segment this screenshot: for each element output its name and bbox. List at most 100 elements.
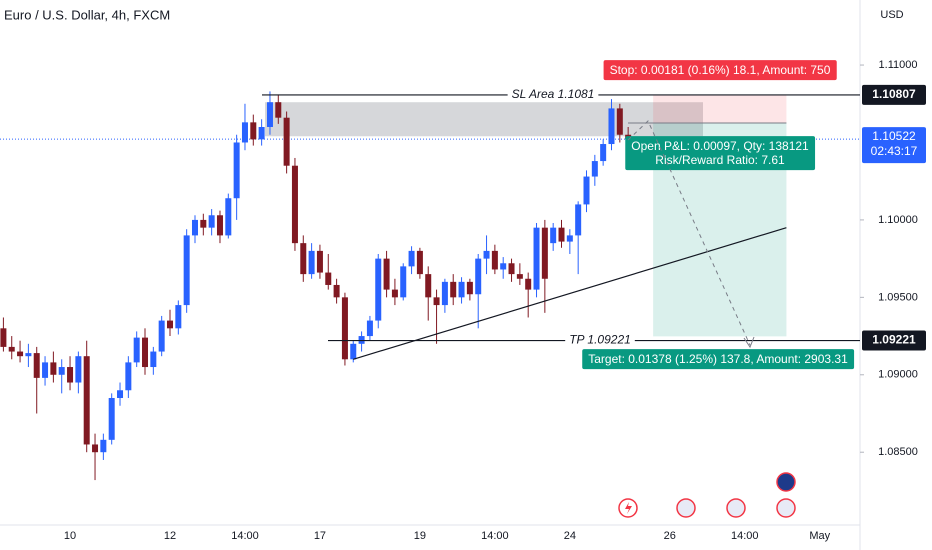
candle-body [608, 108, 615, 145]
candle-body [50, 362, 57, 375]
candle-body [250, 122, 257, 140]
x-tick-label: 26 [664, 530, 676, 542]
candle-body [241, 122, 248, 143]
candle-body [100, 439, 107, 453]
event-icon [726, 498, 746, 518]
currency-label: USD [880, 9, 903, 21]
chart-title: Euro / U.S. Dollar, 4h, FXCM [4, 7, 170, 22]
candle-body [208, 215, 215, 228]
candle-body [150, 351, 157, 368]
pnl-label: Risk/Reward Ratio: 7.61 [655, 153, 785, 167]
x-tick-label: 24 [564, 530, 576, 542]
candle-body [483, 250, 490, 259]
candle-body [541, 227, 548, 279]
candle-body [8, 346, 15, 352]
candle-body [258, 126, 265, 140]
price-tag [862, 84, 926, 105]
candle-body [450, 281, 457, 298]
candle-body [133, 337, 140, 363]
x-tick-label: 14:00 [731, 530, 759, 542]
candle-body [117, 390, 124, 399]
x-tick-label: 19 [414, 530, 426, 542]
y-tick-label: 1.09000 [878, 369, 918, 381]
candle-body [383, 258, 390, 290]
level-label: SL Area 1.1081 [512, 87, 595, 101]
annotations: SL Area 1.1081 TP 1.09221 Stop: 0.00181 (0… [262, 60, 860, 370]
candle-body [291, 165, 298, 244]
level-label-bg [507, 87, 599, 102]
candle-body [591, 161, 598, 177]
candle-body [158, 320, 165, 352]
candle-body [566, 235, 573, 242]
candle-body [58, 367, 65, 375]
candle-body [167, 320, 173, 329]
price-tag-label: 1.10807 [872, 87, 916, 101]
x-tick-label: 14:00 [481, 530, 509, 542]
x-tick-label: 17 [314, 530, 326, 542]
candle-body [391, 289, 398, 298]
candle-body [500, 263, 507, 270]
x-tick-label: 14:00 [231, 530, 259, 542]
projection-path [627, 120, 751, 346]
target-label-bg [582, 349, 855, 370]
stop-label-bg [603, 60, 837, 81]
event-icon [625, 502, 632, 514]
candle-body [175, 305, 182, 329]
candle-body [25, 353, 32, 357]
candle-body [275, 102, 282, 118]
candle-body [17, 351, 24, 357]
candle-body [508, 263, 515, 275]
price-tag-label: 1.09221 [872, 333, 916, 347]
level-label: TP 1.09221 [569, 333, 631, 347]
candle-body [358, 336, 365, 344]
candle-body [191, 219, 198, 236]
last-price-label: 1.10522 [872, 129, 916, 143]
candle-body [75, 356, 82, 383]
target-label: Target: 0.01378 (1.25%) 137.8, Amount: 2… [588, 352, 848, 366]
candle-body [83, 356, 90, 445]
x-tick-label: 10 [64, 530, 76, 542]
level-label-bg [565, 332, 635, 347]
trendline [353, 227, 787, 360]
pnl-label: Open P&L: 0.00097, Qty: 138121 [631, 139, 809, 153]
candle-body [416, 250, 423, 275]
candle-body [433, 297, 440, 306]
candle-body [283, 117, 290, 166]
candle-body [575, 204, 582, 236]
candle-body [42, 362, 49, 378]
candle-body [225, 198, 232, 236]
last-price-tag [862, 127, 926, 164]
candle-body [466, 281, 473, 295]
candle-body [200, 219, 207, 228]
candle-body [108, 398, 115, 440]
x-tick-label: 12 [164, 530, 176, 542]
y-tick-label: 1.10000 [878, 214, 918, 226]
candle-body [92, 444, 99, 453]
event-icon [776, 472, 796, 492]
candle-body [366, 320, 373, 337]
candle-body [400, 266, 407, 298]
price-tag [862, 330, 926, 351]
sl-zone [265, 102, 703, 137]
candle-body [325, 272, 332, 285]
candle-body [33, 353, 40, 378]
candle-body [616, 108, 623, 135]
candle-body [216, 215, 223, 236]
candle-body [350, 343, 357, 360]
event-icon [676, 498, 696, 518]
projection-arrow [743, 336, 755, 349]
y-tick-label: 1.09500 [878, 291, 918, 303]
candles [0, 91, 632, 481]
candle-body [458, 281, 465, 298]
candle-body [425, 274, 432, 298]
candle-body [550, 227, 557, 244]
candle-body [233, 142, 240, 199]
countdown-label: 02:43:17 [871, 144, 918, 158]
candle-body [341, 297, 348, 360]
candle-body [316, 250, 323, 273]
candle-body [142, 337, 149, 368]
candle-body [558, 227, 565, 242]
candle-body [333, 284, 340, 298]
